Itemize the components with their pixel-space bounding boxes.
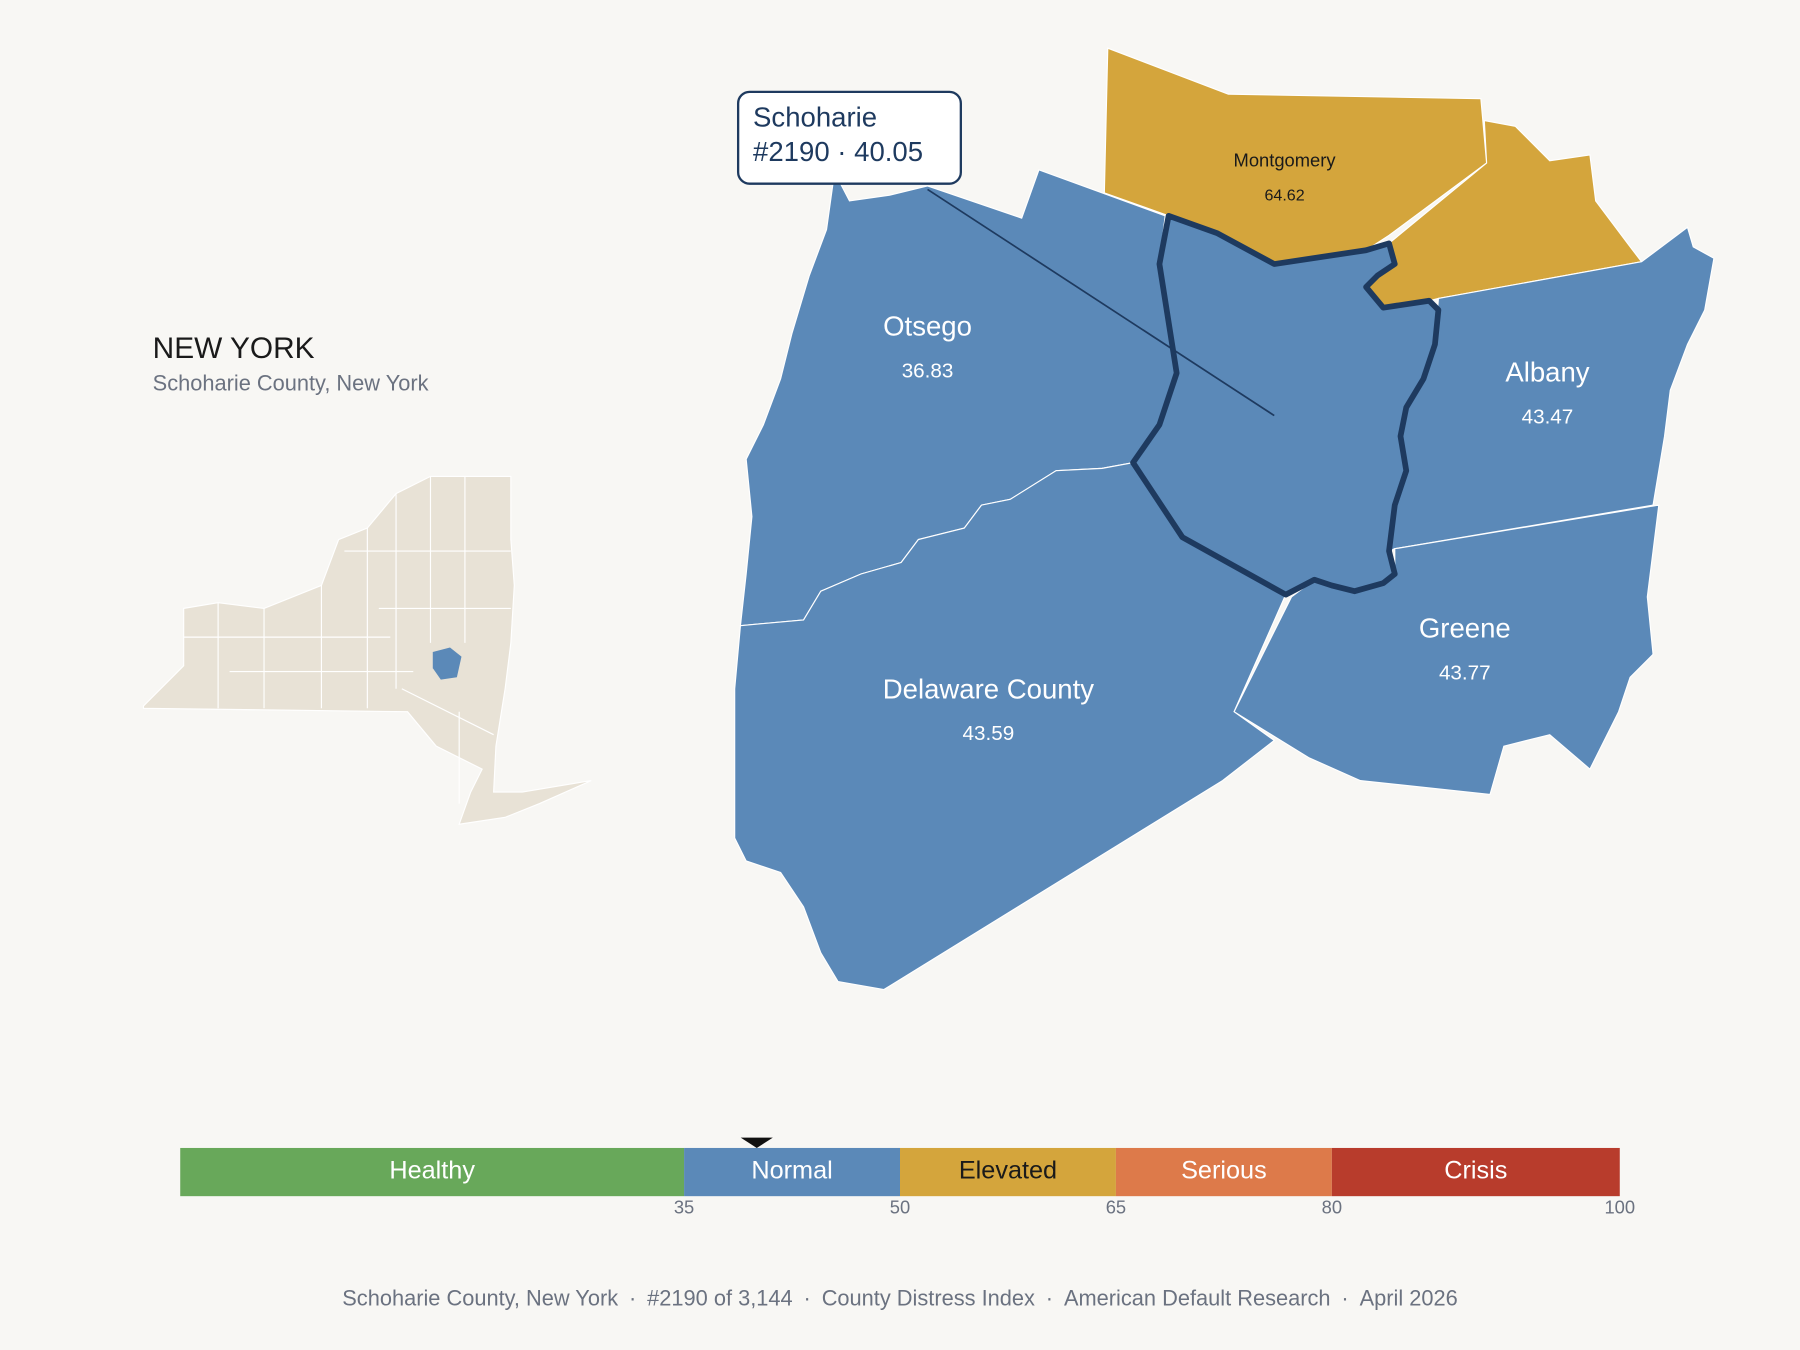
county-name: Montgomery [1234,150,1337,171]
county-name: Greene [1419,613,1511,644]
footer: Schoharie County, New York · #2190 of 3,… [342,1285,1457,1310]
band-label: Elevated [959,1157,1057,1185]
inset-highlight [432,647,462,680]
callout-box [736,90,962,185]
callout-detail: #2190 · 40.05 [753,136,923,167]
scale: Healthy Normal Elevated Serious Crisis 35 50 65… [180,1137,1635,1218]
subtitle: Schoharie County, New York [153,370,429,395]
band-label: Normal [751,1157,832,1185]
footer-separator: · [1035,1285,1064,1310]
scale-tick-label: 65 [1106,1197,1126,1218]
band-label: Serious [1181,1157,1267,1185]
county-value: 43.59 [963,722,1015,745]
callout-name: Schoharie [753,102,877,133]
scale-band [684,1147,900,1197]
scale-band [180,1147,685,1197]
footer-item: #2190 of 3,144 [647,1285,792,1310]
county-map: Otsego 36.83 Montgomery 64.62 Albany 43.47 Gre… [734,47,1715,991]
scale-tick-label: 80 [1322,1197,1342,1218]
scale-tick-label: 100 [1604,1197,1635,1218]
footer-separator: · [1331,1285,1360,1310]
footer-separator: · [618,1285,647,1310]
footer-separator: · [793,1285,822,1310]
scale-band [1115,1147,1332,1197]
scale-band [900,1147,1116,1197]
state-title: NEW YORK [153,332,315,365]
band-label: Healthy [389,1157,475,1185]
inset-county-lines [183,476,511,804]
leader-line [927,188,1275,417]
footer-item: County Distress Index [822,1285,1035,1310]
selected-county [1130,212,1442,598]
scale-marker [740,1137,773,1148]
footer-item: April 2026 [1360,1285,1458,1310]
county-value: 36.83 [902,359,954,382]
band-label: Crisis [1444,1157,1507,1185]
footer-item: Schoharie County, New York [342,1285,618,1310]
scale-tick-label: 35 [674,1197,694,1218]
county-name: Delaware County [883,673,1095,704]
scale-band [1331,1147,1620,1197]
county-value: 64.62 [1264,187,1304,205]
county-value: 43.47 [1522,405,1574,428]
county-value: 43.77 [1439,661,1491,684]
state-inset [142,475,592,825]
county-name: Albany [1505,357,1589,388]
footer-item: American Default Research [1064,1285,1331,1310]
scale-tick-label: 50 [890,1197,910,1218]
callout: Schoharie #2190 · 40.05 [736,90,1275,417]
county-name: Otsego [883,311,972,342]
